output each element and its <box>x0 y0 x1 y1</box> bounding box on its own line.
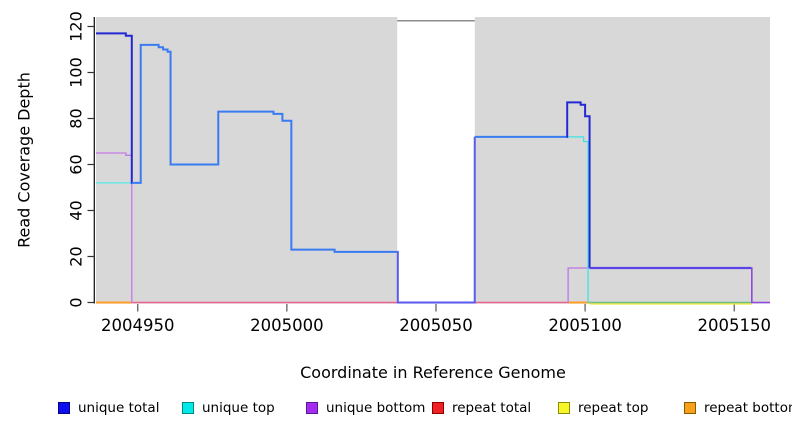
legend-item-repeat-bottom: repeat bottom <box>684 400 792 416</box>
x-axis-title: Coordinate in Reference Genome <box>300 363 566 382</box>
x-tick-label: 2005050 <box>399 316 473 335</box>
legend-label: unique total <box>78 400 160 416</box>
x-tick-label: 2005150 <box>697 316 771 335</box>
legend-item-unique-top: unique top <box>182 400 275 416</box>
legend-label: unique bottom <box>326 400 426 416</box>
x-tick-label: 2005000 <box>250 316 324 335</box>
legend-item-repeat-top: repeat top <box>558 400 648 416</box>
y-tick-label: 20 <box>67 246 86 266</box>
legend-swatch-icon <box>684 402 696 414</box>
legend-label: unique top <box>202 400 275 416</box>
y-tick-label: 100 <box>67 57 86 88</box>
legend-swatch-icon <box>182 402 194 414</box>
x-tick-label: 2004950 <box>101 316 175 335</box>
y-tick-label: 0 <box>67 297 86 307</box>
legend: unique total unique top unique bottom repea… <box>0 400 792 420</box>
legend-label: repeat total <box>452 400 532 416</box>
masked-region <box>397 17 475 304</box>
series-segment-unique-bottom-right <box>567 267 590 304</box>
legend-label: repeat top <box>578 400 649 416</box>
y-tick-label: 40 <box>67 200 86 220</box>
series-segment-unique-bottom-left <box>96 152 133 304</box>
y-tick-label: 80 <box>67 108 86 128</box>
legend-item-unique-bottom: unique bottom <box>306 400 425 416</box>
legend-label: repeat bottom <box>704 400 792 416</box>
legend-item-repeat-total: repeat total <box>432 400 531 416</box>
y-tick-label: 120 <box>67 11 86 42</box>
legend-swatch-icon <box>58 402 70 414</box>
y-axis-title: Read Coverage Depth <box>14 72 34 248</box>
x-tick-label: 2005100 <box>548 316 622 335</box>
legend-item-unique-total: unique total <box>58 400 159 416</box>
legend-swatch-icon <box>306 402 318 414</box>
series-segment-unique-total-band <box>396 136 476 304</box>
series-segment-unique-top-right <box>567 136 589 304</box>
series-segment-unique-total-navy-r <box>566 101 591 268</box>
series-segment-unique-bottom-tail <box>750 267 770 304</box>
legend-swatch-icon <box>432 402 444 414</box>
y-tick-label: 60 <box>67 154 86 174</box>
series-segment-unique-total-main-a <box>131 43 398 253</box>
legend-swatch-icon <box>558 402 570 414</box>
